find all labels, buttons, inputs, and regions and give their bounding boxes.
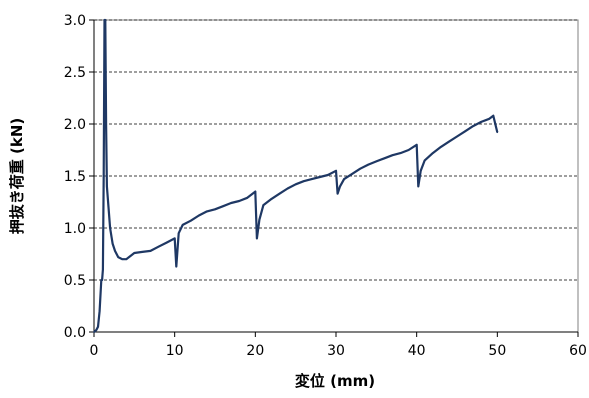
- data-point: [472, 125, 474, 127]
- data-point: [158, 246, 160, 248]
- data-point: [311, 178, 313, 180]
- data-point: [150, 250, 152, 252]
- data-point: [102, 269, 104, 271]
- data-point: [440, 146, 442, 148]
- data-point: [337, 193, 339, 195]
- gridlines: [94, 20, 578, 280]
- data-point: [117, 256, 119, 258]
- data-point: [178, 232, 180, 234]
- x-tick-label: 20: [246, 343, 264, 359]
- data-point: [105, 123, 107, 125]
- data-point: [420, 170, 422, 172]
- data-point: [343, 178, 345, 180]
- data-point: [400, 152, 402, 154]
- data-point: [97, 326, 99, 328]
- data-point: [259, 219, 261, 221]
- data-point: [222, 205, 224, 207]
- data-point: [134, 252, 136, 254]
- x-axis-title: 変位 (mm): [295, 372, 375, 390]
- data-point: [238, 200, 240, 202]
- x-tick-label: 0: [90, 343, 99, 359]
- data-point: [214, 209, 216, 211]
- data-point: [295, 184, 297, 186]
- data-point: [456, 136, 458, 138]
- data-point: [351, 173, 353, 175]
- data-point: [112, 243, 114, 245]
- x-tick-label: 60: [569, 343, 587, 359]
- data-point: [376, 161, 378, 163]
- data-point: [101, 279, 103, 281]
- data-point: [464, 131, 466, 133]
- data-point: [303, 180, 305, 182]
- data-point: [105, 19, 107, 21]
- data-point: [114, 250, 116, 252]
- data-point: [263, 204, 265, 206]
- y-tick-label: 1.0: [64, 221, 86, 237]
- data-point: [93, 331, 95, 333]
- data-point: [121, 258, 123, 260]
- y-axis-title: 押抜き荷重 (kN): [8, 118, 26, 234]
- data-point: [493, 115, 495, 117]
- data-point: [256, 238, 258, 240]
- x-tick-label: 30: [327, 343, 345, 359]
- y-tick-label: 0.0: [64, 325, 86, 341]
- data-point: [190, 220, 192, 222]
- y-tick-label: 2.0: [64, 117, 86, 133]
- data-point: [230, 202, 232, 204]
- x-tick-label: 10: [166, 343, 184, 359]
- data-point: [109, 227, 111, 229]
- data-point: [416, 144, 418, 146]
- x-tick-label: 50: [488, 343, 506, 359]
- data-point: [130, 255, 132, 257]
- data-point: [384, 158, 386, 160]
- data-point: [497, 132, 499, 134]
- data-point: [96, 329, 98, 331]
- data-point: [480, 121, 482, 123]
- data-point: [255, 191, 257, 193]
- data-point: [418, 186, 420, 188]
- data-point: [99, 310, 101, 312]
- x-tick-label: 40: [408, 343, 426, 359]
- data-point: [392, 154, 394, 156]
- data-point: [206, 211, 208, 213]
- data-point: [424, 160, 426, 162]
- data-point: [126, 258, 128, 260]
- data-point: [408, 149, 410, 151]
- y-tick-label: 0.5: [64, 273, 86, 289]
- data-point: [108, 206, 110, 208]
- data-point: [359, 168, 361, 170]
- data-point: [489, 118, 491, 120]
- data-point: [182, 224, 184, 226]
- y-tick-label: 1.5: [64, 169, 86, 185]
- data-point: [368, 164, 370, 166]
- data-point: [174, 238, 176, 240]
- data-point: [247, 197, 249, 199]
- data-point: [287, 188, 289, 190]
- data-point: [271, 198, 273, 200]
- data-point: [176, 266, 178, 268]
- data-point: [339, 186, 341, 188]
- tick-labels: 0.0 0.5 1.0 1.5 2.0 2.5 3.0 0 10 20 30 40 50 60: [64, 13, 587, 359]
- data-point: [103, 175, 105, 177]
- data-point: [166, 242, 168, 244]
- data-point: [319, 176, 321, 178]
- y-tick-label: 3.0: [64, 13, 86, 29]
- y-tick-label: 2.5: [64, 65, 86, 81]
- data-point: [335, 170, 337, 172]
- data-point: [279, 193, 281, 195]
- data-point: [432, 152, 434, 154]
- data-point: [198, 215, 200, 217]
- data-point: [142, 251, 144, 253]
- axes: [89, 20, 578, 337]
- data-point: [106, 186, 108, 188]
- data-point: [448, 141, 450, 143]
- data-point: [327, 174, 329, 176]
